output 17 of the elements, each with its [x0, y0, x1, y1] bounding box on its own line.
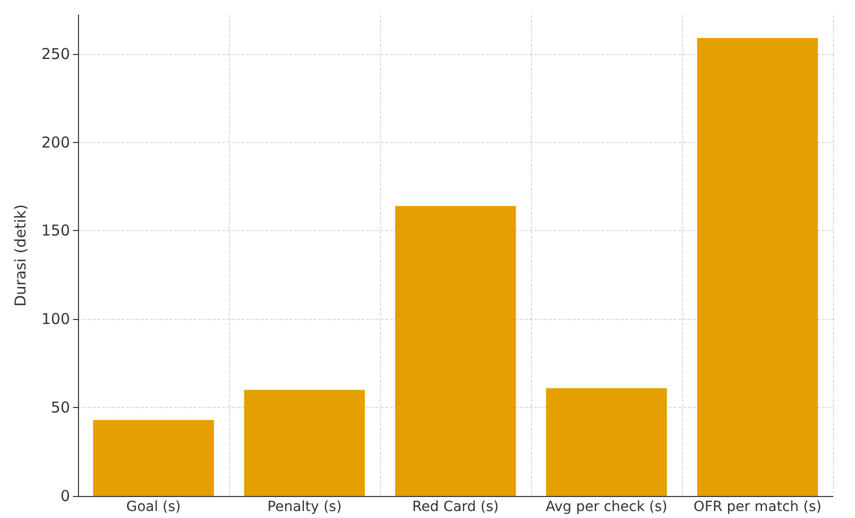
x-tick-label: Penalty (s): [267, 499, 342, 515]
x-tick-label: Goal (s): [126, 499, 181, 515]
bar: [93, 420, 214, 496]
y-axis-title: Durasi (detik): [12, 204, 30, 307]
bar: [697, 38, 818, 496]
bar: [395, 206, 516, 496]
x-tick-label: OFR per match (s): [694, 499, 822, 515]
x-tick-label: Red Card (s): [412, 499, 499, 515]
y-tick-label: 200: [41, 133, 70, 152]
x-tick-label: Avg per check (s): [546, 499, 668, 515]
bar: [546, 388, 667, 496]
y-tick-label: 100: [41, 310, 70, 328]
y-tick-label: 150: [41, 222, 70, 240]
y-tick-label: 0: [60, 487, 70, 505]
y-tick-label: 50: [50, 398, 70, 417]
y-tick-label: 250: [41, 44, 70, 63]
bar: [244, 390, 365, 496]
